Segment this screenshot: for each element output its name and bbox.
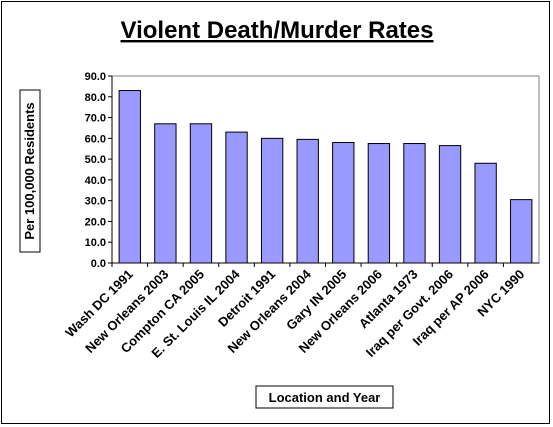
y-tick-label: 70.0 — [85, 113, 106, 125]
y-tick-label: 90.0 — [85, 71, 106, 83]
y-tick-label: 60.0 — [85, 133, 106, 145]
y-tick-label: 30.0 — [85, 196, 106, 208]
plot-area — [111, 75, 540, 264]
chart-title: Violent Death/Murder Rates — [121, 17, 434, 44]
bar — [367, 143, 391, 264]
bar — [403, 143, 426, 264]
y-tick-label: 50.0 — [85, 154, 106, 166]
x-axis-title-box: Location and Year — [255, 385, 394, 409]
bar — [118, 90, 141, 264]
bar — [260, 137, 284, 264]
y-axis-title: Per 100,000 Residents — [22, 102, 37, 239]
y-axis: 0.0 10.0 20.0 30.0 40.0 50.0 60.0 70.0 80.0 90.0 — [85, 71, 113, 270]
bar — [154, 123, 177, 264]
bar — [296, 138, 319, 264]
bar — [510, 199, 533, 264]
y-tick-label: 40.0 — [85, 175, 106, 187]
bar — [332, 141, 355, 264]
y-axis-title-box: Per 100,000 Residents — [19, 89, 41, 253]
bar — [438, 145, 462, 264]
y-axis-title-border — [19, 89, 41, 253]
x-axis-title: Location and Year — [269, 390, 381, 405]
bar — [225, 131, 248, 264]
bars — [111, 90, 539, 267]
x-axis-title-border — [255, 385, 394, 409]
y-tick-label: 20.0 — [85, 216, 106, 228]
bar — [189, 123, 213, 264]
y-tick-label: 80.0 — [85, 92, 106, 104]
bar — [474, 162, 497, 264]
y-tick-label: 10.0 — [85, 237, 106, 249]
y-tick-label: 0.0 — [91, 258, 106, 270]
